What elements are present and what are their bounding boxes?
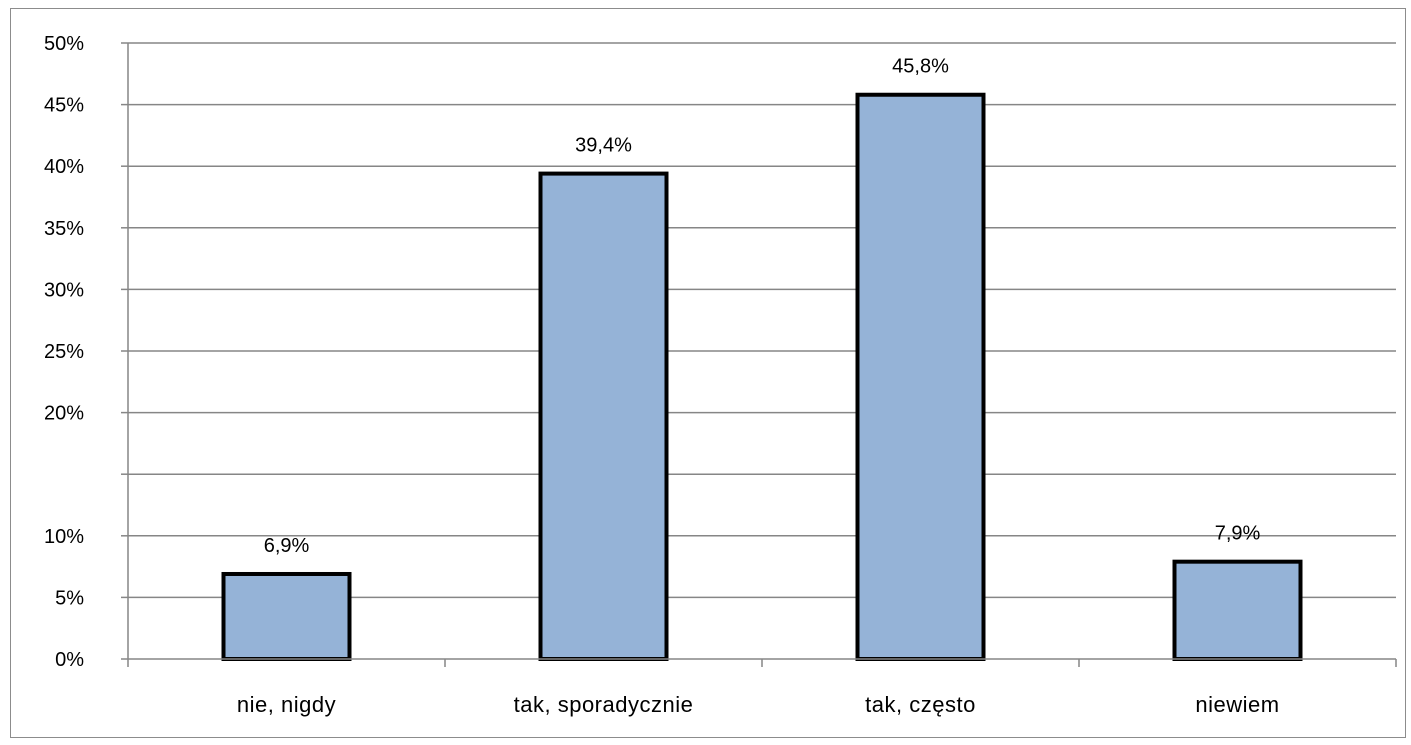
bars: [221, 92, 1303, 662]
data-label: 7,9%: [1215, 523, 1261, 545]
x-axis: [127, 658, 1397, 667]
x-category-label: nie, nigdy: [237, 692, 336, 717]
x-axis-labels: nie, nigdy tak, sporadycznie tak, często ni…: [237, 692, 1279, 717]
bar: [538, 171, 669, 661]
x-category-label: tak, sporadycznie: [514, 692, 694, 717]
y-tick-label: 5%: [55, 587, 84, 609]
bar: [855, 92, 986, 661]
y-tick-label: 50%: [44, 33, 84, 55]
data-label: 45,8%: [892, 56, 949, 78]
x-category-label: niewiem: [1195, 692, 1279, 717]
y-tick-label: 45%: [44, 95, 84, 117]
y-tick-label: 35%: [44, 218, 84, 240]
y-tick-label: 10%: [44, 526, 84, 548]
x-category-label: tak, często: [865, 692, 976, 717]
y-tick-label: 40%: [44, 156, 84, 178]
bar: [1172, 559, 1303, 661]
data-labels: 6,9% 39,4% 45,8% 7,9%: [264, 56, 1261, 557]
y-axis-ticks: 0% 5% 10% 20% 25% 30% 35% 40% 45% 50%: [44, 33, 129, 671]
bar: [221, 571, 352, 662]
gridlines: [128, 42, 1396, 599]
y-tick-label: 0%: [55, 649, 84, 671]
y-tick-label: 25%: [44, 341, 84, 363]
y-tick-label: 30%: [44, 279, 84, 301]
data-label: 6,9%: [264, 535, 310, 557]
y-tick-label: 20%: [44, 403, 84, 425]
data-label: 39,4%: [575, 135, 632, 157]
